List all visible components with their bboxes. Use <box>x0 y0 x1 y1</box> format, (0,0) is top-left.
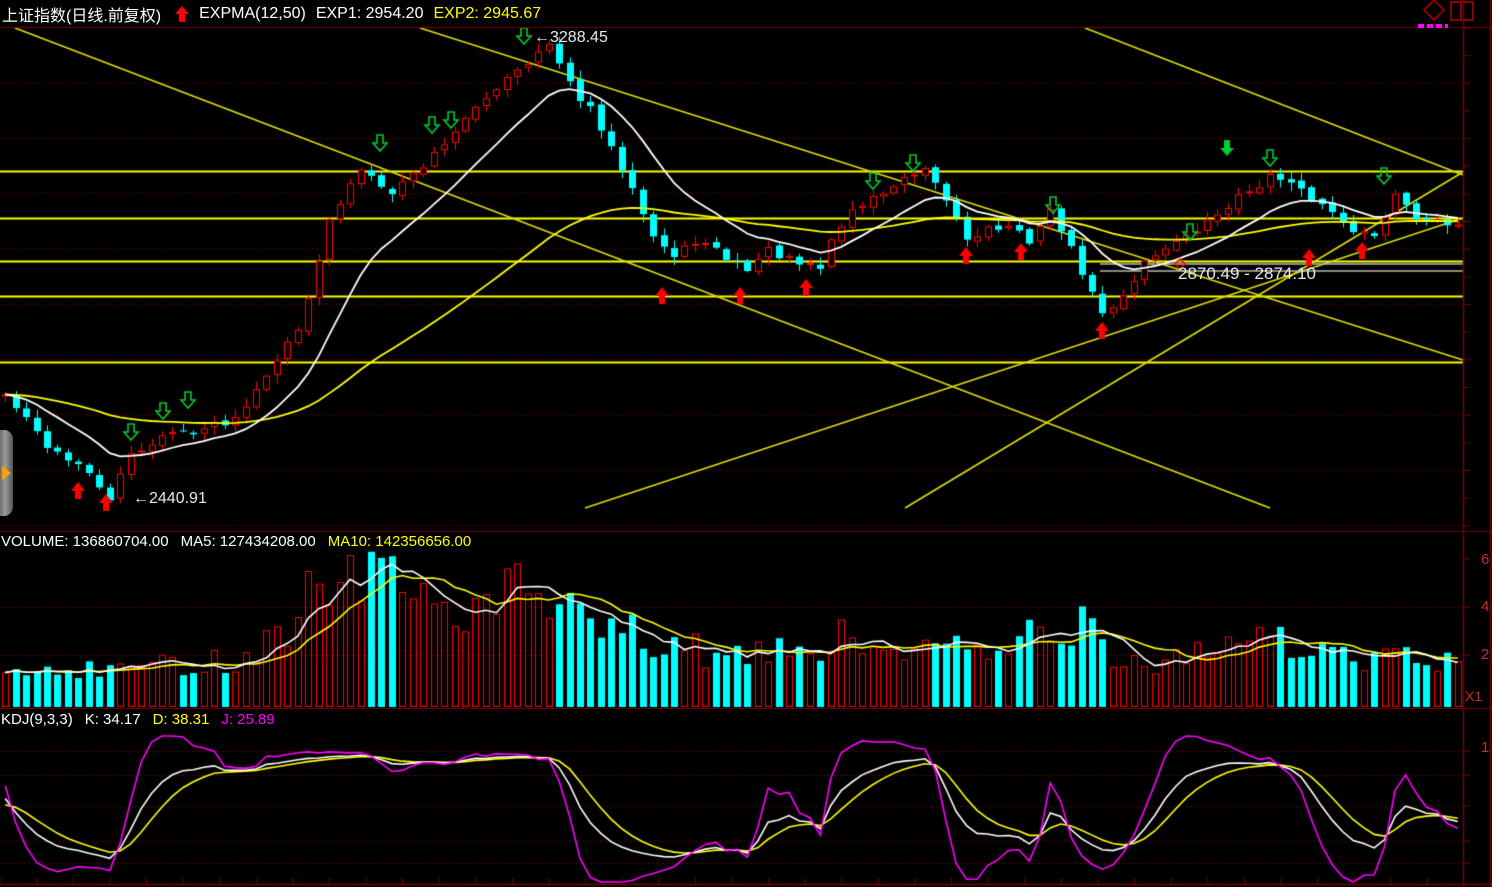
symbol-title: 上证指数(日线.前复权) <box>2 8 162 25</box>
vol-axis-label-2: 2 <box>1481 646 1490 663</box>
volume-ma10-value: MA10: 142356656.00 <box>327 533 472 550</box>
vol-axis-label-4: 4 <box>1481 598 1490 615</box>
magenta-dashes-icon <box>1418 24 1448 28</box>
kdj-header: KDJ(9,3,3) K: 34.17 D: 38.31 J: 25.89 <box>1 711 287 728</box>
kdj-d-value: D: 38.31 <box>152 711 210 728</box>
volume-value: VOLUME: 136860704.00 <box>1 533 169 550</box>
annotation-box-range: 2870.49 - 2874.10 <box>1178 264 1317 283</box>
title-bar: 上证指数(日线.前复权) EXPMA(12,50) EXP1: 2954.20 … <box>2 4 551 25</box>
exp2-value: EXP2: 2945.67 <box>433 5 542 22</box>
indicator-name[interactable]: EXPMA(12,50) <box>199 5 306 22</box>
up-arrow-icon <box>175 6 190 22</box>
annotation-trough-low: ←2440.91 <box>133 490 207 507</box>
vol-scale-label: X1 <box>1465 688 1483 704</box>
annotation-peak-high: ←3288.45 <box>534 29 608 46</box>
vol-axis-label-6: 6 <box>1481 551 1490 568</box>
kdj-j-value: J: 25.89 <box>221 711 275 728</box>
scroll-left-handle[interactable] <box>0 430 13 516</box>
split-window-icon[interactable] <box>1450 1 1474 21</box>
expand-right-icon <box>2 466 11 480</box>
kdj-name[interactable]: KDJ(9,3,3) <box>1 711 73 728</box>
kdj-axis-label: 1 <box>1481 739 1490 756</box>
volume-ma5-value: MA5: 127434208.00 <box>180 533 316 550</box>
exp1-value: EXP1: 2954.20 <box>315 5 424 22</box>
kdj-k-value: K: 34.17 <box>84 711 141 728</box>
volume-header: VOLUME: 136860704.00 MA5: 127434208.00 M… <box>1 533 483 550</box>
